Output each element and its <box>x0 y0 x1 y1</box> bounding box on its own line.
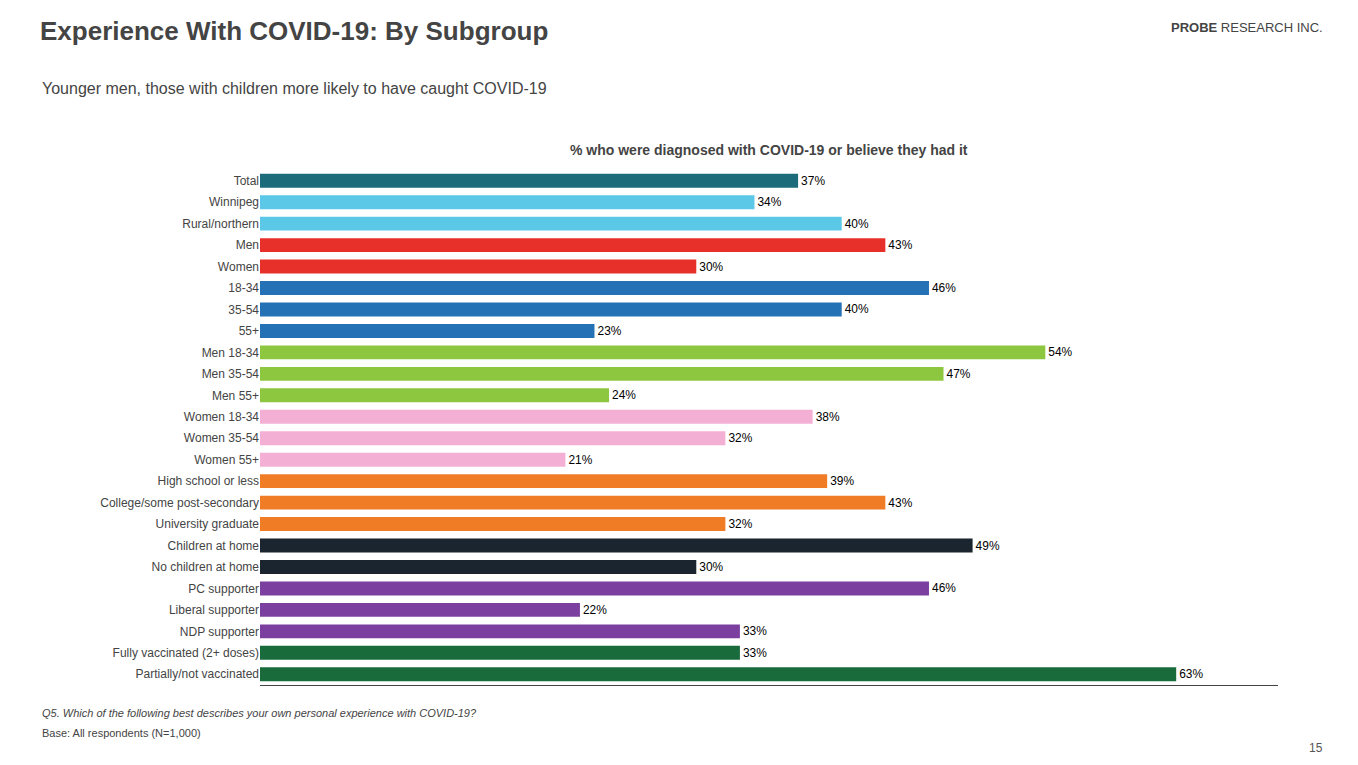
svg-text:40%: 40% <box>845 302 869 316</box>
svg-text:Men 55+: Men 55+ <box>212 389 259 403</box>
svg-text:55+: 55+ <box>239 324 259 338</box>
svg-text:15: 15 <box>1309 741 1323 755</box>
svg-text:High school or less: High school or less <box>158 474 259 488</box>
svg-text:43%: 43% <box>888 238 912 252</box>
svg-text:63%: 63% <box>1179 667 1203 681</box>
svg-text:Rural/northern: Rural/northern <box>182 217 259 231</box>
svg-text:NDP supporter: NDP supporter <box>180 625 259 639</box>
svg-text:34%: 34% <box>757 195 781 209</box>
svg-text:Men 18-34: Men 18-34 <box>202 346 260 360</box>
svg-text:Men 35-54: Men 35-54 <box>202 367 260 381</box>
svg-text:43%: 43% <box>888 496 912 510</box>
svg-text:24%: 24% <box>612 388 636 402</box>
svg-text:32%: 32% <box>728 431 752 445</box>
svg-text:49%: 49% <box>976 539 1000 553</box>
svg-text:22%: 22% <box>583 603 607 617</box>
svg-text:46%: 46% <box>932 281 956 295</box>
svg-text:39%: 39% <box>830 474 854 488</box>
svg-text:College/some post-secondary: College/some post-secondary <box>100 496 259 510</box>
svg-text:Fully vaccinated (2+ doses): Fully vaccinated (2+ doses) <box>113 646 259 660</box>
svg-text:30%: 30% <box>699 560 723 574</box>
svg-text:47%: 47% <box>947 367 971 381</box>
svg-text:Base: All respondents (N=1,000: Base: All respondents (N=1,000) <box>42 727 201 739</box>
svg-text:PROBE RESEARCH INC.: PROBE RESEARCH INC. <box>1171 20 1323 35</box>
svg-text:University graduate: University graduate <box>156 517 260 531</box>
svg-text:Younger men, those with childr: Younger men, those with children more li… <box>42 80 547 97</box>
svg-text:Women 55+: Women 55+ <box>194 453 259 467</box>
svg-text:54%: 54% <box>1048 345 1072 359</box>
svg-text:Total: Total <box>234 174 259 188</box>
svg-text:46%: 46% <box>932 581 956 595</box>
svg-text:Experience With COVID-19: By S: Experience With COVID-19: By Subgroup <box>40 16 548 46</box>
svg-text:Liberal supporter: Liberal supporter <box>169 603 259 617</box>
svg-text:37%: 37% <box>801 174 825 188</box>
svg-text:35-54: 35-54 <box>228 303 259 317</box>
svg-text:18-34: 18-34 <box>228 281 259 295</box>
svg-text:Men: Men <box>236 238 259 252</box>
svg-text:23%: 23% <box>598 324 622 338</box>
svg-text:% who were diagnosed with COVI: % who were diagnosed with COVID-19 or be… <box>570 142 968 158</box>
svg-text:33%: 33% <box>743 646 767 660</box>
svg-text:No children at home: No children at home <box>152 560 260 574</box>
svg-text:32%: 32% <box>728 517 752 531</box>
svg-text:Q5. Which of the following bes: Q5. Which of the following best describe… <box>42 707 477 719</box>
svg-text:Women: Women <box>218 260 259 274</box>
svg-text:Women 18-34: Women 18-34 <box>184 410 259 424</box>
svg-text:PC supporter: PC supporter <box>188 582 259 596</box>
svg-text:30%: 30% <box>699 260 723 274</box>
svg-text:Partially/not vaccinated: Partially/not vaccinated <box>136 667 259 681</box>
svg-text:40%: 40% <box>845 217 869 231</box>
svg-text:33%: 33% <box>743 624 767 638</box>
svg-text:21%: 21% <box>568 453 592 467</box>
svg-text:Winnipeg: Winnipeg <box>209 195 259 209</box>
svg-text:38%: 38% <box>816 410 840 424</box>
svg-text:Women 35-54: Women 35-54 <box>184 431 259 445</box>
svg-text:Children at home: Children at home <box>168 539 260 553</box>
